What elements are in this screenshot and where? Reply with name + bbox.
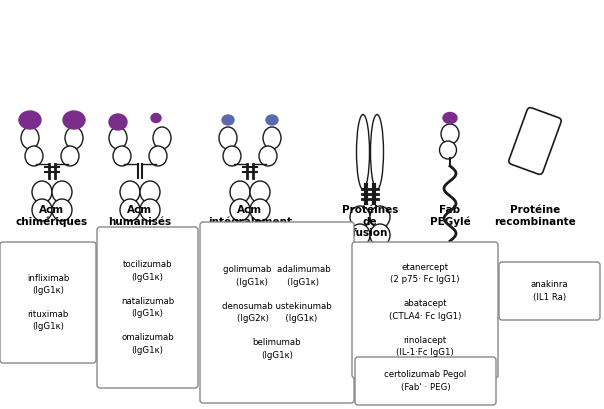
Ellipse shape <box>113 146 131 166</box>
Ellipse shape <box>370 115 384 189</box>
Ellipse shape <box>443 112 457 124</box>
Text: Protéine
recombinante: Protéine recombinante <box>494 205 576 227</box>
Ellipse shape <box>219 127 237 149</box>
Ellipse shape <box>250 199 270 221</box>
Ellipse shape <box>32 199 52 221</box>
Text: Acm
intégralement
humains: Acm intégralement humains <box>208 205 292 239</box>
Ellipse shape <box>153 127 171 149</box>
Ellipse shape <box>25 146 43 166</box>
Ellipse shape <box>370 224 390 246</box>
Ellipse shape <box>259 146 277 166</box>
Ellipse shape <box>65 127 83 149</box>
Ellipse shape <box>440 141 457 159</box>
Ellipse shape <box>151 114 161 123</box>
Ellipse shape <box>223 146 241 166</box>
Ellipse shape <box>356 115 370 189</box>
Ellipse shape <box>19 111 41 129</box>
FancyBboxPatch shape <box>352 242 498 378</box>
Ellipse shape <box>263 127 281 149</box>
Text: golimumab  adalimumab
(IgG1κ)       (IgG1κ)

denosumab ustekinumab
(IgG2κ)      : golimumab adalimumab (IgG1κ) (IgG1κ) den… <box>222 265 332 360</box>
FancyBboxPatch shape <box>499 262 600 320</box>
Ellipse shape <box>350 224 370 246</box>
Text: Protéines
de
fusion: Protéines de fusion <box>342 205 398 238</box>
Text: certolizumab Pegol
(Fab' · PEG): certolizumab Pegol (Fab' · PEG) <box>384 371 467 391</box>
Text: tocilizumab
(IgG1κ)

natalizumab
(IgG1κ)

omalizumab
(IgG1κ): tocilizumab (IgG1κ) natalizumab (IgG1κ) … <box>121 261 174 355</box>
Text: Acm
humanisés: Acm humanisés <box>109 205 172 227</box>
Ellipse shape <box>109 114 127 130</box>
Ellipse shape <box>63 111 85 129</box>
FancyBboxPatch shape <box>355 357 496 405</box>
Text: Fab
PEGylé: Fab PEGylé <box>429 205 471 227</box>
Ellipse shape <box>32 181 52 203</box>
Ellipse shape <box>441 124 459 144</box>
Ellipse shape <box>140 199 160 221</box>
Text: infliximab
(IgG1κ)

rituximab
(IgG1κ): infliximab (IgG1κ) rituximab (IgG1κ) <box>27 274 69 331</box>
Ellipse shape <box>109 127 127 149</box>
Ellipse shape <box>61 146 79 166</box>
Ellipse shape <box>230 199 250 221</box>
FancyBboxPatch shape <box>509 108 561 174</box>
Text: anakinra
(IL1 Ra): anakinra (IL1 Ra) <box>531 281 568 301</box>
Ellipse shape <box>149 146 167 166</box>
Ellipse shape <box>370 206 390 228</box>
Text: Acm
chimériques: Acm chimériques <box>16 205 88 227</box>
Ellipse shape <box>250 181 270 203</box>
Ellipse shape <box>21 127 39 149</box>
Text: etanercept
(2 p75· Fc IgG1)

abatacept
(CTLA4· Fc IgG1)

rinolacept
(IL-1·Fc IgG: etanercept (2 p75· Fc IgG1) abatacept (C… <box>389 263 461 357</box>
Ellipse shape <box>230 181 250 203</box>
Ellipse shape <box>266 115 278 125</box>
Ellipse shape <box>222 115 234 125</box>
FancyBboxPatch shape <box>0 242 96 363</box>
Ellipse shape <box>350 206 370 228</box>
Ellipse shape <box>120 199 140 221</box>
FancyBboxPatch shape <box>97 227 198 388</box>
FancyBboxPatch shape <box>200 222 354 403</box>
Ellipse shape <box>120 181 140 203</box>
Ellipse shape <box>52 199 72 221</box>
Ellipse shape <box>140 181 160 203</box>
Ellipse shape <box>52 181 72 203</box>
